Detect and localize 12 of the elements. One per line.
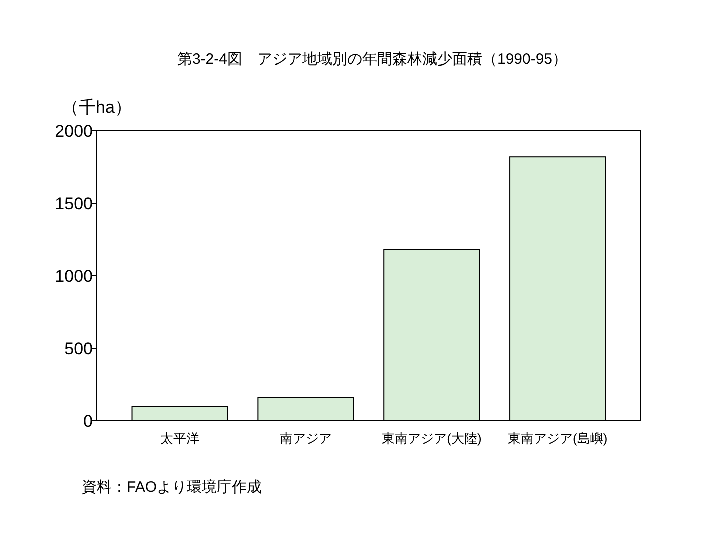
y-tick-label: 2000 bbox=[55, 122, 93, 141]
y-tick-label: 1500 bbox=[55, 194, 93, 214]
x-tick-label: 東南アジア(大陸) bbox=[382, 431, 482, 446]
x-tick-label: 太平洋 bbox=[160, 431, 200, 446]
text: 資料：FAOより環境庁作成 bbox=[82, 479, 262, 496]
x-tick-label: 南アジア bbox=[280, 431, 332, 446]
y-tick-label: 500 bbox=[64, 339, 93, 358]
y-axis-title: （千ha） bbox=[62, 98, 132, 117]
x-tick-label: 東南アジア(島嶼) bbox=[508, 431, 608, 446]
chart-title: 第3-2-4図 アジア地域別の年間森林減少面積（1990-95） bbox=[177, 51, 568, 68]
y-tick-label: 0 bbox=[84, 412, 93, 431]
y-tick-label: 1000 bbox=[55, 266, 93, 286]
